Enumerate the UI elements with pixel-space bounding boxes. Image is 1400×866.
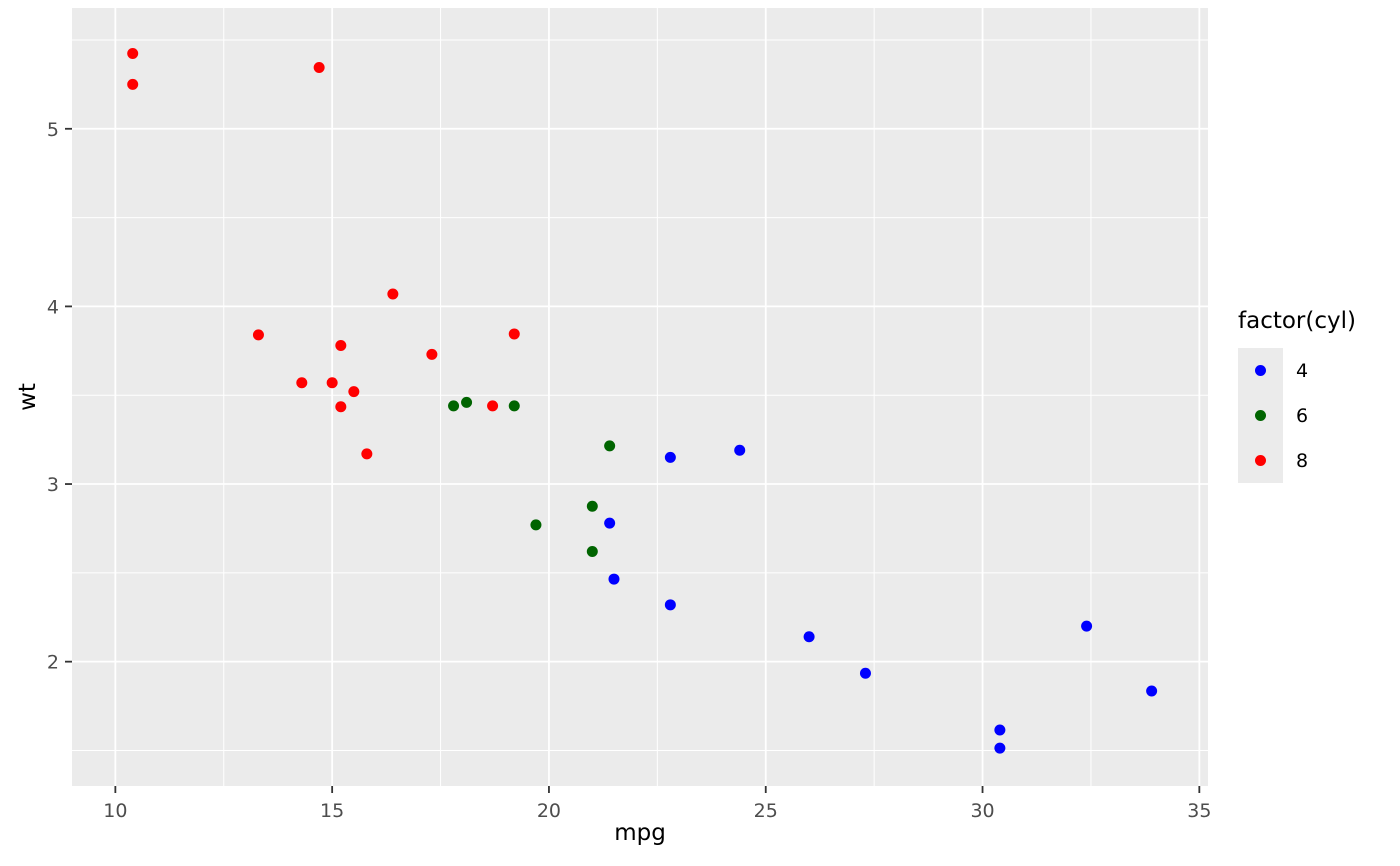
data-point-cyl6: [461, 396, 473, 408]
data-point-cyl8: [487, 400, 499, 412]
legend-swatch-cyl6-icon: [1255, 410, 1266, 421]
x-axis-title: mpg: [614, 820, 666, 846]
data-point-cyl4: [803, 631, 815, 643]
y-tick-label: 4: [47, 296, 59, 318]
y-tick-label: 2: [47, 652, 59, 674]
data-point-cyl4: [994, 724, 1006, 736]
legend-key-box: [1238, 438, 1283, 483]
legend-title: factor(cyl): [1238, 308, 1356, 334]
data-point-cyl4: [859, 667, 871, 679]
data-point-cyl8: [508, 328, 520, 340]
data-point-cyl8: [335, 401, 347, 413]
data-point-cyl4: [664, 599, 676, 611]
data-point-cyl6: [530, 519, 542, 531]
data-point-cyl8: [387, 288, 399, 300]
y-tick-label: 5: [47, 119, 59, 141]
legend-key-box: [1238, 348, 1283, 393]
legend-swatch-cyl8-icon: [1255, 455, 1266, 466]
legend-entry-cyl6: 6: [1238, 393, 1356, 438]
data-point-cyl6: [604, 440, 616, 452]
legend: factor(cyl) 4 6 8: [1238, 308, 1356, 483]
data-point-cyl8: [426, 348, 438, 360]
y-axis-title: wt: [15, 383, 41, 411]
legend-label: 8: [1296, 449, 1309, 472]
legend-keys: 4 6 8: [1238, 348, 1356, 483]
data-point-cyl8: [296, 377, 308, 389]
data-point-cyl8: [335, 339, 347, 351]
data-point-cyl4: [664, 451, 676, 463]
data-point-cyl8: [326, 377, 338, 389]
data-point-cyl6: [508, 400, 520, 412]
data-point-cyl8: [252, 329, 264, 341]
data-point-cyl4: [1146, 685, 1158, 697]
data-point-cyl4: [1081, 620, 1093, 632]
data-point-cyl6: [586, 546, 598, 558]
data-point-cyl8: [127, 47, 139, 59]
data-point-cyl8: [127, 78, 139, 90]
data-point-cyl8: [348, 386, 360, 398]
data-point-cyl8: [313, 62, 325, 74]
y-tick-label: 3: [47, 474, 59, 496]
legend-entry-cyl8: 8: [1238, 438, 1356, 483]
x-tick-label: 20: [537, 800, 561, 822]
x-tick-label: 15: [320, 800, 344, 822]
data-point-cyl4: [734, 444, 746, 456]
data-point-cyl6: [586, 500, 598, 512]
legend-key-box: [1238, 393, 1283, 438]
x-tick-label: 30: [970, 800, 994, 822]
x-tick-label: 25: [754, 800, 778, 822]
x-tick-label: 35: [1187, 800, 1211, 822]
legend-swatch-cyl4-icon: [1255, 365, 1266, 376]
data-point-cyl4: [604, 517, 616, 529]
legend-label: 6: [1296, 404, 1309, 427]
data-point-cyl4: [994, 742, 1006, 754]
plot-panel: [72, 8, 1208, 786]
data-point-cyl6: [448, 400, 460, 412]
x-tick-label: 10: [103, 800, 127, 822]
legend-entry-cyl4: 4: [1238, 348, 1356, 393]
data-point-cyl4: [608, 573, 620, 585]
legend-label: 4: [1296, 359, 1309, 382]
data-point-cyl8: [361, 448, 373, 460]
